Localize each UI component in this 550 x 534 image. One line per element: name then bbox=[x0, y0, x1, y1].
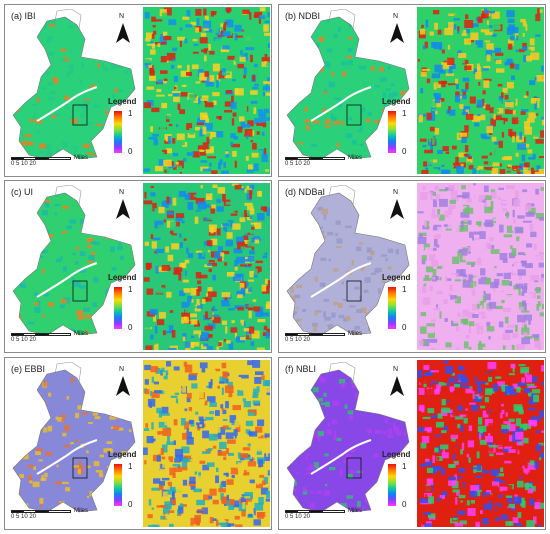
panel-label: (f) NBLI bbox=[285, 364, 317, 374]
scale-unit: Miles bbox=[74, 331, 89, 337]
legend-max: 1 bbox=[402, 285, 407, 294]
legend-color-ramp bbox=[388, 464, 396, 506]
arrow-icon bbox=[116, 199, 130, 219]
north-arrow: N bbox=[113, 189, 133, 221]
scale-bar: 0 5 10 20 Miles bbox=[11, 331, 111, 351]
legend-color-ramp bbox=[114, 111, 122, 153]
legend-max: 1 bbox=[128, 285, 133, 294]
zoom-extent-box bbox=[72, 280, 88, 302]
region-map bbox=[12, 185, 136, 336]
scale-ticks: 0 5 10 20 bbox=[11, 337, 37, 343]
legend-min: 0 bbox=[128, 147, 133, 156]
legend-min: 0 bbox=[128, 500, 133, 509]
zoom-image bbox=[143, 7, 270, 174]
zoom-extent-box bbox=[72, 457, 88, 479]
zoom-extent-box bbox=[72, 104, 88, 126]
legend-title: Legend bbox=[382, 97, 411, 106]
scale-ticks: 0 5 10 20 bbox=[11, 161, 37, 167]
legend-max: 1 bbox=[128, 462, 133, 471]
scale-unit: Miles bbox=[348, 331, 363, 337]
legend-min: 0 bbox=[128, 323, 133, 332]
legend: Legend 1 0 bbox=[382, 450, 416, 514]
legend-min: 0 bbox=[402, 147, 407, 156]
panel-label: (d) NDBaI bbox=[285, 187, 326, 197]
scale-bar: 0 5 10 20 Miles bbox=[285, 508, 385, 528]
legend-min: 0 bbox=[402, 323, 407, 332]
legend: Legend 1 0 bbox=[382, 273, 416, 337]
scale-unit: Miles bbox=[348, 508, 363, 514]
north-arrow: N bbox=[113, 366, 133, 398]
north-label: N bbox=[393, 366, 399, 373]
scale-ticks: 0 5 10 20 bbox=[11, 514, 37, 520]
legend-max: 1 bbox=[128, 109, 133, 118]
north-label: N bbox=[119, 189, 125, 196]
legend-title: Legend bbox=[108, 97, 137, 106]
scale-unit: Miles bbox=[74, 155, 89, 161]
legend: Legend 1 0 bbox=[108, 450, 142, 514]
river bbox=[36, 262, 98, 298]
map-panel: (c) UI N Legend 1 0 0 5 10 20 Miles bbox=[4, 180, 272, 353]
river bbox=[310, 439, 372, 475]
legend-color-ramp bbox=[114, 464, 122, 506]
panel-label: (c) UI bbox=[11, 187, 33, 197]
legend: Legend 1 0 bbox=[108, 97, 142, 161]
legend-title: Legend bbox=[382, 273, 411, 282]
scale-bar: 0 5 10 20 Miles bbox=[285, 155, 385, 175]
river bbox=[310, 86, 372, 122]
legend-title: Legend bbox=[108, 273, 137, 282]
scale-ticks: 0 5 10 20 bbox=[285, 337, 311, 343]
river bbox=[310, 262, 372, 298]
scale-unit: Miles bbox=[74, 508, 89, 514]
scale-bar: 0 5 10 20 Miles bbox=[11, 508, 111, 528]
north-arrow: N bbox=[387, 189, 407, 221]
zoom-image bbox=[417, 7, 544, 174]
map-panel: (f) NBLI N Legend 1 0 0 5 10 20 Miles bbox=[278, 357, 546, 530]
legend-min: 0 bbox=[402, 500, 407, 509]
zoom-image bbox=[417, 183, 544, 350]
legend-max: 1 bbox=[402, 462, 407, 471]
north-label: N bbox=[119, 366, 125, 373]
legend: Legend 1 0 bbox=[108, 273, 142, 337]
zoom-extent-box bbox=[346, 104, 362, 126]
panel-label: (e) EBBI bbox=[11, 364, 46, 374]
panel-label: (b) NDBI bbox=[285, 11, 321, 21]
river bbox=[36, 439, 98, 475]
map-panel: (a) IBI N Legend 1 0 0 5 10 20 Miles bbox=[4, 4, 272, 177]
scale-bar: 0 5 10 20 Miles bbox=[11, 155, 111, 175]
legend-title: Legend bbox=[108, 450, 137, 459]
north-label: N bbox=[393, 13, 399, 20]
scale-unit: Miles bbox=[348, 155, 363, 161]
river bbox=[36, 86, 98, 122]
north-arrow: N bbox=[387, 366, 407, 398]
map-panel: (d) NDBaI N Legend 1 0 0 5 10 20 Miles bbox=[278, 180, 546, 353]
legend-color-ramp bbox=[388, 111, 396, 153]
zoom-image bbox=[417, 360, 544, 527]
zoom-image bbox=[143, 360, 270, 527]
arrow-icon bbox=[390, 199, 404, 219]
north-arrow: N bbox=[113, 13, 133, 45]
scale-ticks: 0 5 10 20 bbox=[285, 514, 311, 520]
zoom-extent-box bbox=[346, 280, 362, 302]
north-arrow: N bbox=[387, 13, 407, 45]
north-label: N bbox=[119, 13, 125, 20]
zoom-image bbox=[143, 183, 270, 350]
arrow-icon bbox=[116, 376, 130, 396]
arrow-icon bbox=[390, 376, 404, 396]
map-panel: (e) EBBI N Legend 1 0 0 5 10 20 Miles bbox=[4, 357, 272, 530]
legend: Legend 1 0 bbox=[382, 97, 416, 161]
scale-ticks: 0 5 10 20 bbox=[285, 161, 311, 167]
panel-label: (a) IBI bbox=[11, 11, 36, 21]
legend-max: 1 bbox=[402, 109, 407, 118]
map-panel: (b) NDBI N Legend 1 0 0 5 10 20 Miles bbox=[278, 4, 546, 177]
north-label: N bbox=[393, 189, 399, 196]
arrow-icon bbox=[116, 23, 130, 43]
zoom-extent-box bbox=[346, 457, 362, 479]
legend-title: Legend bbox=[382, 450, 411, 459]
legend-color-ramp bbox=[114, 287, 122, 329]
legend-color-ramp bbox=[388, 287, 396, 329]
scale-bar: 0 5 10 20 Miles bbox=[285, 331, 385, 351]
arrow-icon bbox=[390, 23, 404, 43]
